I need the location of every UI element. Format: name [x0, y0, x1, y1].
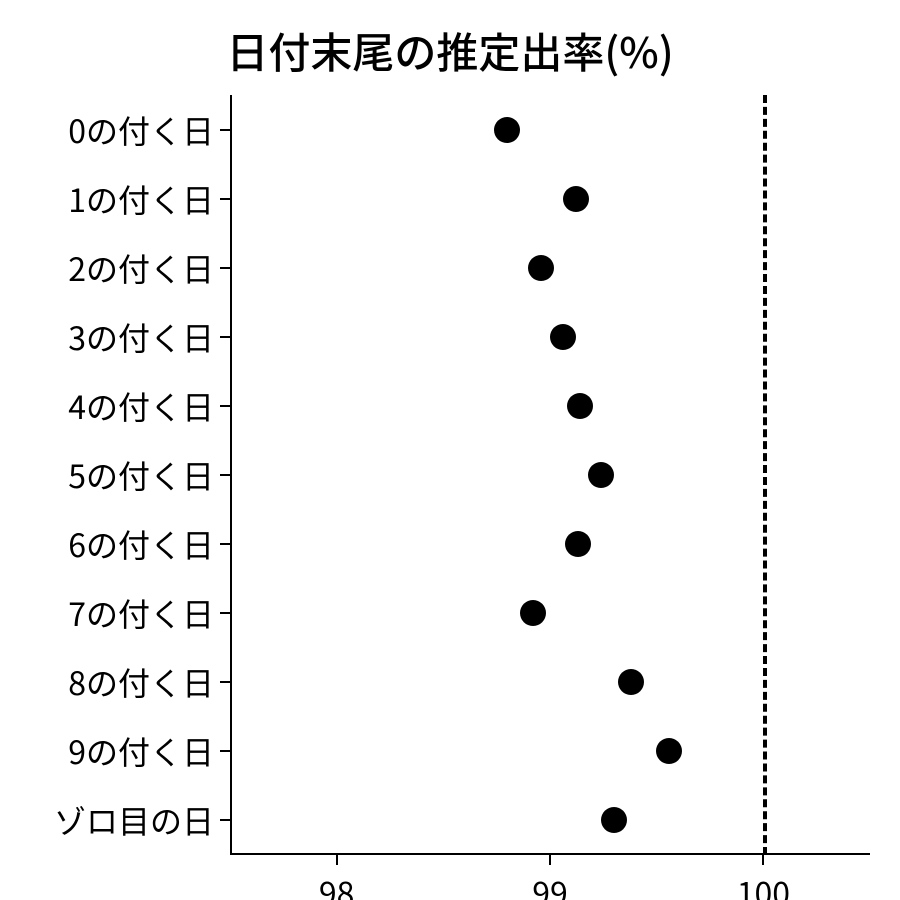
data-point: [656, 738, 682, 764]
y-tick-mark: [220, 336, 230, 338]
y-tick-label: 0の付く日: [68, 107, 214, 153]
x-tick-label: 99: [532, 869, 568, 900]
y-tick-mark: [220, 612, 230, 614]
x-tick-mark: [336, 855, 338, 865]
y-tick-mark: [220, 819, 230, 821]
data-point: [565, 531, 591, 557]
y-tick-label: 2の付く日: [68, 245, 214, 291]
y-tick-label: 3の付く日: [68, 314, 214, 360]
y-tick-label: 5の付く日: [68, 452, 214, 498]
y-tick-mark: [220, 129, 230, 131]
y-tick-label: 1の付く日: [68, 176, 214, 222]
data-point: [618, 669, 644, 695]
y-tick-mark: [220, 198, 230, 200]
y-tick-mark: [220, 474, 230, 476]
y-tick-label: 6の付く日: [68, 521, 214, 567]
chart-title: 日付末尾の推定出率(%): [0, 20, 900, 81]
data-point: [520, 600, 546, 626]
x-tick-label: 98: [319, 869, 355, 900]
x-tick-label: 100: [737, 869, 790, 900]
y-tick-mark: [220, 543, 230, 545]
y-tick-label: 9の付く日: [68, 728, 214, 774]
y-tick-mark: [220, 405, 230, 407]
dot-plot-chart: 日付末尾の推定出率(%) 0の付く日1の付く日2の付く日3の付く日4の付く日5の…: [0, 0, 900, 900]
data-point: [601, 807, 627, 833]
y-tick-label: 4の付く日: [68, 383, 214, 429]
data-point: [567, 393, 593, 419]
plot-area: 0の付く日1の付く日2の付く日3の付く日4の付く日5の付く日6の付く日7の付く日…: [230, 95, 870, 855]
y-axis-spine: [230, 95, 232, 855]
y-tick-mark: [220, 267, 230, 269]
y-tick-mark: [220, 750, 230, 752]
data-point: [550, 324, 576, 350]
x-tick-mark: [549, 855, 551, 865]
data-point: [494, 117, 520, 143]
x-tick-mark: [762, 855, 764, 865]
data-point: [528, 255, 554, 281]
y-tick-label: 8の付く日: [68, 659, 214, 705]
reference-line: [763, 95, 767, 855]
data-point: [563, 186, 589, 212]
y-tick-mark: [220, 681, 230, 683]
y-tick-label: ゾロ目の日: [54, 797, 214, 843]
data-point: [588, 462, 614, 488]
y-tick-label: 7の付く日: [68, 590, 214, 636]
